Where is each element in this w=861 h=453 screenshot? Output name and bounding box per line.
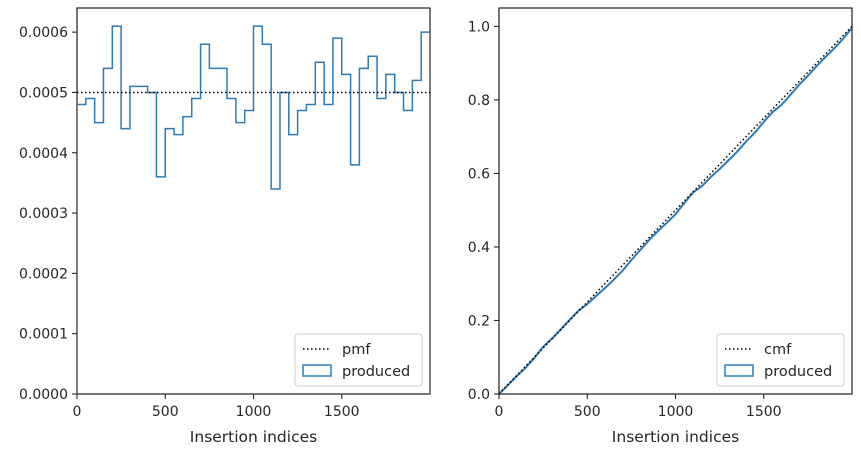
series-produced-point [815,65,818,67]
series-produced-point [780,104,783,106]
legend-label-produced: produced [764,364,832,380]
x-axis-label: Insertion indices [190,428,317,446]
y-tick-label: 0.0002 [19,266,68,282]
legend-label-pmf: pmf [342,342,371,358]
series-produced-point [798,84,800,86]
series-produced-point [665,222,668,224]
y-tick-label: 0.0003 [19,206,68,222]
y-tick-label: 0.8 [468,93,490,109]
x-tick-label: 1500 [746,404,782,420]
legend-frame [294,333,423,387]
series-produced-point [577,309,580,312]
series-produced-point [710,176,712,178]
series-produced-point [701,185,703,187]
series-produced-point [630,259,633,261]
legend-label-cmf: cmf [764,342,792,358]
x-tick-label: 1500 [324,404,360,420]
x-tick-label: 500 [574,404,601,420]
y-tick-label: 0.0005 [19,85,68,101]
legend-swatch-produced [302,364,332,377]
series-group [499,25,852,394]
series-produced-point [639,249,641,251]
series-produced-point [807,75,809,77]
series-produced-point [568,319,571,321]
series-produced-point [771,111,774,113]
series-produced-point [648,239,650,241]
x-tick-label: 0 [73,404,82,420]
series-produced-step [77,25,430,394]
series-cmf-line [499,25,852,394]
legend-label-produced: produced [342,364,410,380]
series-produced-point [824,56,827,58]
series-produced-point [683,202,686,204]
series-produced-point [736,150,739,153]
series-produced-point [789,94,792,96]
legend-swatch-produced [724,364,754,377]
series-produced-point [586,303,589,305]
series-produced-point [674,213,677,216]
plot-area-frame [498,7,853,395]
x-tick-label: 1000 [658,404,694,420]
series-produced-point [621,269,624,272]
series-produced-point [745,140,747,143]
series-produced-point [842,37,844,40]
y-tick-label: 0.0 [468,387,490,403]
x-tick-label: 1000 [236,404,272,420]
x-tick-label: 500 [152,404,179,420]
y-tick-label: 0.0006 [19,25,68,41]
series-produced-point [833,47,836,50]
series-produced-point [657,230,659,232]
chart-panel-2: 0 500 1000 1500 0.0 0.2 0.4 0.6 0.8 1.0 Insertion … [468,7,853,446]
series-produced-point [533,357,536,359]
series-produced-point [762,120,765,123]
legend-frame [716,333,845,387]
legend: pmf produced [294,333,423,387]
y-tick-label: 1.0 [468,19,490,35]
series-group [77,25,430,394]
chart-panel-1: 0 500 1000 1500 0.0000 0.0001 0.0002 0.0003 0.00… [19,7,431,446]
y-tick-label: 0.2 [468,313,490,329]
series-produced-point [727,159,730,162]
series-produced-point [612,278,615,281]
y-tick-label: 0.0004 [19,146,68,162]
x-axis-label: Insertion indices [612,428,739,446]
series-produced-point [595,295,597,297]
series-produced-point [604,287,606,289]
legend: cmf produced [716,333,845,387]
y-tick-label: 0.0001 [19,327,68,343]
series-produced-point [718,168,721,170]
y-tick-label: 0.4 [468,240,490,256]
y-tick-label: 0.0000 [19,387,68,403]
y-tick-label: 0.6 [468,166,490,182]
series-produced-point [754,131,756,134]
x-tick-label: 0 [495,404,504,420]
